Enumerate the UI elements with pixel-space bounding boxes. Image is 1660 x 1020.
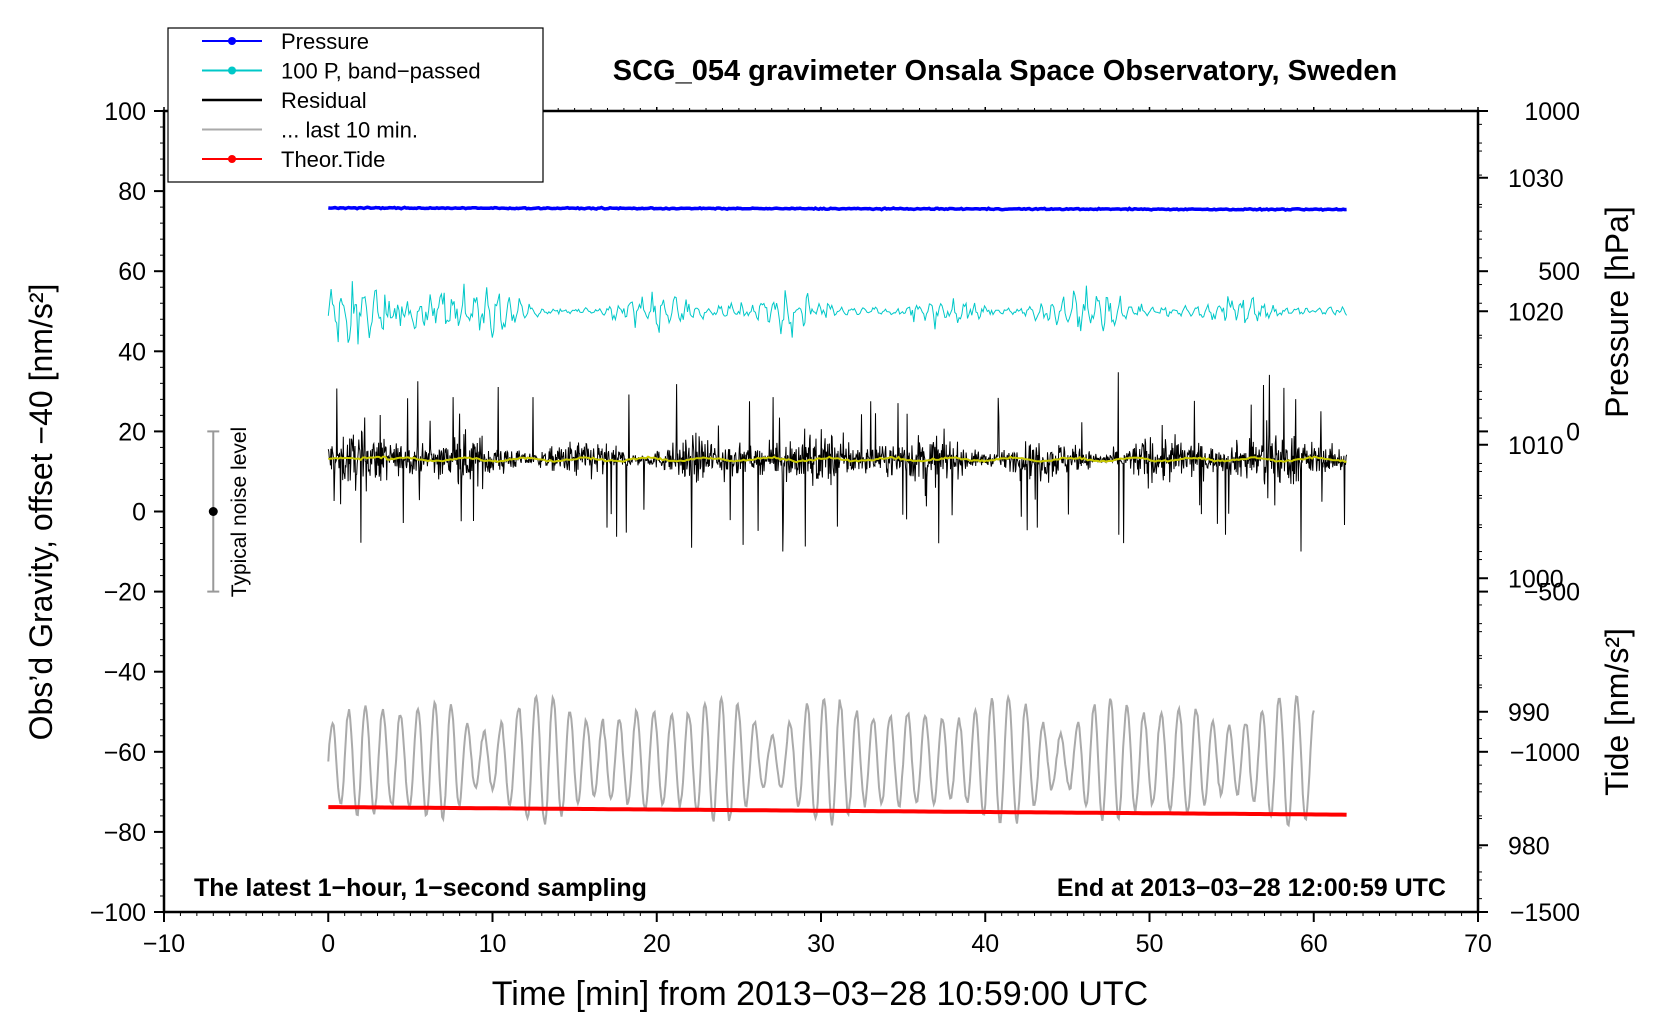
y-tick-label: −40: [104, 659, 146, 687]
y-tick-label: −20: [104, 579, 146, 607]
noise-bar-center-dot: [208, 507, 218, 516]
pressure-tick-label: 1020: [1508, 298, 1564, 326]
y-tick-label: −80: [104, 819, 146, 847]
x-tick-label: 20: [643, 930, 671, 958]
annotation-sampling: The latest 1−hour, 1−second sampling: [194, 874, 647, 902]
series-last-10-min: [327, 693, 1315, 828]
pressure-tick-label: 990: [1508, 699, 1550, 727]
y-tick-label: 40: [118, 338, 146, 366]
series-theoretical-tide: [328, 805, 1347, 817]
legend-label: ... last 10 min.: [281, 118, 418, 143]
tide-tick-label: 0: [1566, 418, 1580, 446]
legend: Pressure 100 P, band−passed Residual ... la…: [167, 27, 544, 183]
series-pressure: [328, 205, 1347, 213]
series-residual: [327, 372, 1348, 552]
series-layer: [327, 205, 1348, 828]
y-axis-label-pressure: Pressure [hPa]: [1599, 206, 1635, 418]
x-tick-label: 30: [807, 930, 835, 958]
y-axis-label-left: Obs’d Gravity, offset −40 [nm/s²]: [23, 284, 59, 741]
y-tick-label: −100: [90, 899, 146, 927]
pressure-tick-label: 1000: [1508, 565, 1564, 593]
noise-level-bar: [207, 430, 220, 593]
pressure-tick-label: 1030: [1508, 165, 1564, 193]
series-residual-smoothed: [328, 455, 1347, 464]
tide-tick-label: −1500: [1510, 899, 1580, 927]
noise-level-label: Typical noise level: [228, 427, 251, 597]
pressure-tick-label: 1010: [1508, 432, 1564, 460]
x-tick-label: 10: [479, 930, 507, 958]
series-pressure-bandpassed: [327, 281, 1348, 345]
x-tick-label: −10: [143, 930, 185, 958]
tide-tick-label: −1000: [1510, 739, 1580, 767]
x-tick-label: 70: [1464, 930, 1492, 958]
legend-marker: [228, 37, 236, 45]
ticks-layer: −10 0 10 20 30 40 50 60 70−100−80−60−40−20020406…: [90, 98, 1580, 958]
tide-tick-label: −500: [1524, 579, 1580, 607]
annotation-end-time: End at 2013−03−28 12:00:59 UTC: [1057, 874, 1446, 902]
x-tick-label: 60: [1300, 930, 1328, 958]
legend-label: Theor.Tide: [281, 147, 385, 172]
x-axis-label: Time [min] from 2013−03−28 10:59:00 UTC: [492, 975, 1148, 1013]
chart-title: SCG_054 gravimeter Onsala Space Observat…: [613, 55, 1397, 87]
y-tick-label: 20: [118, 418, 146, 446]
legend-label: Pressure: [281, 29, 369, 54]
y-tick-label: 60: [118, 258, 146, 286]
y-tick-label: 100: [104, 98, 146, 126]
y-tick-label: −60: [104, 739, 146, 767]
x-tick-label: 40: [971, 930, 999, 958]
y-tick-label: 80: [118, 178, 146, 206]
tide-tick-label: 1000: [1524, 98, 1580, 126]
legend-marker: [228, 66, 236, 75]
legend-label: 100 P, band−passed: [281, 59, 481, 84]
legend-label: Residual: [281, 88, 367, 113]
y-axis-label-tide: Tide [nm/s²]: [1599, 628, 1635, 796]
y-tick-label: 0: [132, 499, 146, 527]
legend-marker: [228, 155, 236, 163]
pressure-tick-label: 980: [1508, 832, 1550, 860]
x-tick-label: 0: [321, 930, 335, 958]
tide-tick-label: 500: [1538, 258, 1580, 286]
x-tick-label: 50: [1136, 930, 1164, 958]
